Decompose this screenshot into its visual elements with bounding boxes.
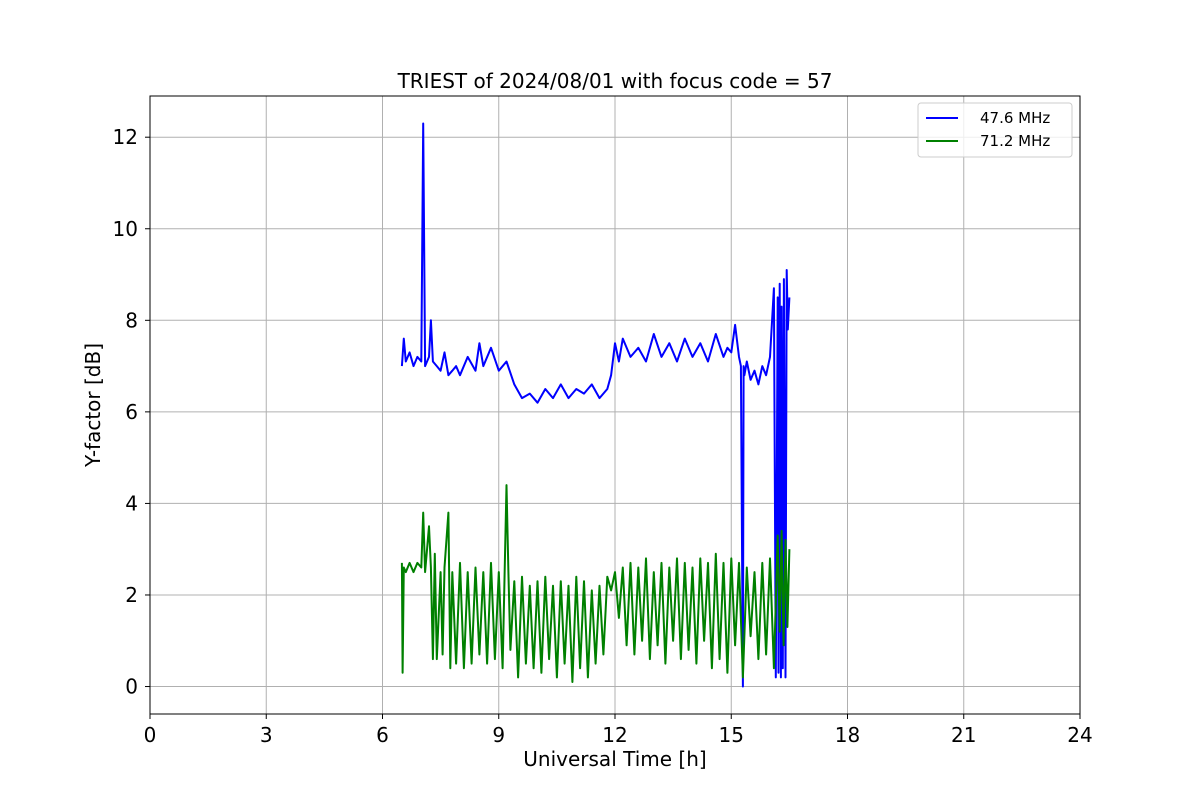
- y-tick-label: 8: [125, 308, 138, 332]
- y-tick-label: 2: [125, 583, 138, 607]
- x-tick-label: 0: [144, 723, 157, 747]
- y-axis-label: Y-factor [dB]: [81, 343, 105, 468]
- series-line-1: [400, 122, 791, 688]
- y-tick-label: 4: [125, 491, 138, 515]
- series-lines: [400, 122, 791, 688]
- x-axis-label: Universal Time [h]: [523, 747, 706, 771]
- y-axis: 0 2 4 6 8 10 12: [113, 125, 150, 699]
- y-tick-label: 0: [125, 675, 138, 699]
- x-tick-label: 3: [260, 723, 273, 747]
- y-tick-label: 10: [113, 217, 138, 241]
- x-tick-label: 18: [835, 723, 860, 747]
- chart-title: TRIEST of 2024/08/01 with focus code = 5…: [397, 69, 833, 93]
- legend: 47.6 MHz 71.2 MHz: [917, 102, 1073, 158]
- x-tick-label: 6: [376, 723, 389, 747]
- y-tick-label: 6: [125, 400, 138, 424]
- x-tick-label: 21: [951, 723, 976, 747]
- legend-label-1: 47.6 MHz: [980, 109, 1050, 127]
- legend-box: [917, 102, 1073, 158]
- x-tick-label: 24: [1067, 723, 1092, 747]
- series-line-2: [400, 484, 791, 683]
- x-axis: 0 3 6 9 12 15 18 21 24: [144, 714, 1093, 747]
- legend-label-2: 71.2 MHz: [980, 132, 1050, 150]
- x-tick-label: 15: [719, 723, 744, 747]
- y-tick-label: 12: [113, 125, 138, 149]
- x-tick-label: 9: [492, 723, 505, 747]
- x-tick-label: 12: [602, 723, 627, 747]
